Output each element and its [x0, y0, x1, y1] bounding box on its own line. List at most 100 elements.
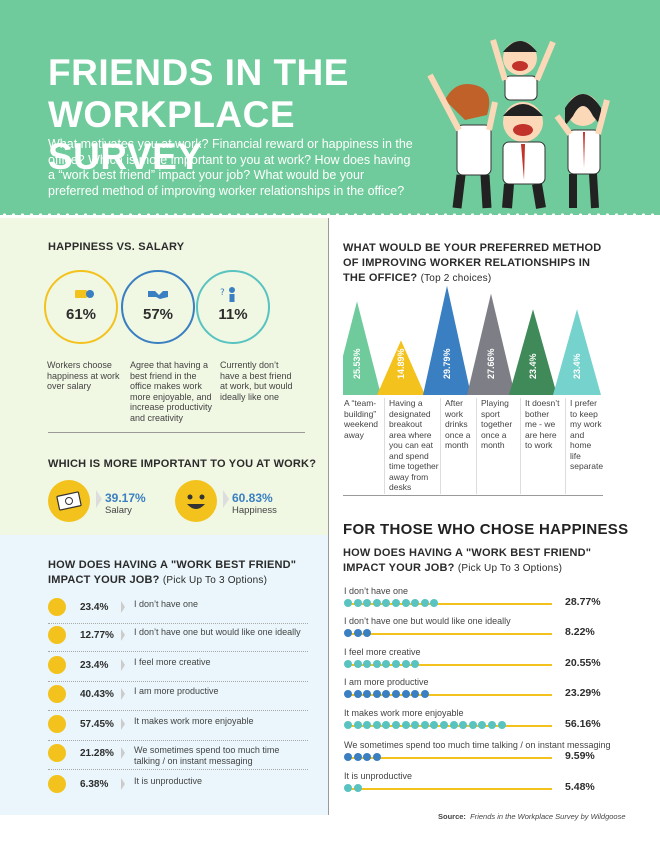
happiness-row-line — [346, 694, 552, 696]
mountain-value-label: 23.4% — [572, 353, 582, 379]
row-arrow-icon — [121, 778, 125, 790]
happiness-row-label: We sometimes spend too much time talking… — [344, 740, 611, 750]
happiness-circle — [44, 270, 118, 344]
dot-marker — [401, 690, 410, 698]
money-coins-icon — [75, 290, 94, 298]
dot-marker — [411, 721, 420, 729]
dot-marker — [392, 721, 400, 729]
happiness-row-label: I don’t have one — [344, 586, 409, 596]
happiness-row-value: 5.48% — [565, 781, 595, 793]
dot-marker — [353, 599, 362, 607]
happiness-row: It is unproductive 5.48% — [344, 771, 624, 801]
mountain-peak — [553, 309, 601, 395]
no-friend-percent: 11% — [218, 306, 248, 323]
happiness-row: I don’t have one but would like one idea… — [344, 616, 624, 646]
happiness-row: It makes work more enjoyable 56.16% — [344, 708, 624, 738]
dot-marker — [353, 753, 362, 761]
handshake-icon — [148, 291, 168, 299]
no-friend-caption: Currently don’t have a best friend at wo… — [220, 360, 293, 402]
improve-method-chart: 25.53% 14.89% 29.79% 27.66% 23.4% 23.4% — [343, 285, 601, 395]
dot-marker — [353, 690, 362, 698]
source-note: Source: Friends in the Workplace Survey … — [438, 812, 626, 821]
dot-marker — [401, 721, 410, 729]
dot-marker — [382, 690, 391, 698]
dot-marker — [401, 599, 410, 607]
best-friend-row: 57.45% It makes work more enjoyable — [48, 713, 308, 741]
header-banner — [0, 0, 660, 215]
dot-marker — [353, 784, 362, 792]
mountain-label: Playing sport together once a month — [481, 398, 513, 450]
chat-icon — [48, 744, 66, 762]
dot-marker — [440, 721, 448, 729]
row-arrow-icon — [121, 601, 125, 613]
question-person-icon: ? — [220, 287, 235, 302]
man-middle-figure — [502, 102, 546, 209]
dot-marker — [363, 753, 372, 761]
svg-text:?: ? — [220, 288, 225, 298]
dot-marker — [344, 660, 352, 668]
salary-label: Salary — [105, 505, 132, 516]
row-arrow-icon — [121, 659, 125, 671]
mountain-label: A “team-building” weekend away — [344, 398, 379, 440]
happiness-row-line — [346, 633, 552, 635]
row-arrow-icon — [121, 688, 125, 700]
gear-head-icon — [48, 685, 66, 703]
row-percent: 40.43% — [80, 689, 114, 700]
label-separator — [520, 398, 521, 494]
happiness-row-label: I don’t have one but would like one idea… — [344, 616, 511, 626]
happiness-row-label: I am more productive — [344, 677, 429, 687]
cash-icon — [48, 480, 90, 522]
row-divider — [48, 651, 308, 652]
mountain-value-label: 25.53% — [352, 348, 362, 379]
label-separator — [384, 398, 385, 494]
row-text: It makes work more enjoyable — [134, 716, 254, 726]
lightbulb-icon — [48, 656, 66, 674]
happiness-row: I feel more creative 20.55% — [344, 647, 624, 677]
dot-marker — [344, 629, 352, 637]
dot-marker — [353, 660, 362, 668]
dot-marker — [372, 660, 381, 668]
row-text: We sometimes spend too much time talking… — [134, 745, 280, 766]
mountain-value-label: 27.66% — [486, 348, 496, 379]
happiness-caption: Workers choose happiness at work over sa… — [47, 360, 120, 391]
dot-marker — [488, 721, 496, 729]
best-friend-row: 40.43% I am more productive — [48, 683, 308, 711]
happiness-row-value: 20.55% — [565, 657, 601, 669]
row-text: I don’t have one — [134, 599, 199, 609]
mountain-peak — [423, 285, 471, 395]
mountain-value-label: 23.4% — [528, 353, 538, 379]
happiness-choosers-heading: HOW DOES HAVING A "WORK BEST FRIEND" IMP… — [343, 547, 592, 574]
section-divider-right — [343, 495, 603, 496]
happiness-row-label: It is unproductive — [344, 771, 413, 781]
row-text: I feel more creative — [134, 657, 211, 667]
dot-marker — [478, 721, 487, 729]
cheering-people-illustration — [427, 39, 610, 209]
dot-marker — [372, 753, 381, 761]
dot-marker — [372, 721, 381, 729]
dot-marker — [392, 660, 400, 668]
mountain-peak — [377, 340, 425, 395]
dot-marker — [459, 721, 468, 729]
dot-marker — [392, 690, 400, 698]
dot-marker — [420, 599, 429, 607]
mountain-value-label: 14.89% — [396, 348, 406, 379]
page-title: FRIENDS IN THE WORKPLACE SURVEY — [48, 52, 349, 177]
dotted-divider — [0, 212, 660, 218]
row-text: I am more productive — [134, 686, 219, 696]
dot-marker — [401, 660, 410, 668]
happiness-row-label: I feel more creative — [344, 647, 421, 657]
happiness-row-value: 23.29% — [565, 687, 601, 699]
importance-heading: WHICH IS MORE IMPORTANT TO YOU AT WORK? — [48, 458, 317, 470]
happiness-row-value: 8.22% — [565, 626, 595, 638]
dot-marker — [430, 721, 439, 729]
happiness-row: We sometimes spend too much time talking… — [344, 740, 624, 770]
row-divider — [48, 740, 308, 741]
row-percent: 23.4% — [80, 602, 109, 613]
dot-marker — [420, 721, 429, 729]
row-percent: 23.4% — [80, 660, 109, 671]
dot-marker — [344, 753, 352, 761]
happiness-row: I am more productive 23.29% — [344, 677, 624, 707]
section-divider — [48, 432, 305, 433]
happiness-row-line — [346, 788, 552, 790]
woman-left-figure — [427, 73, 498, 209]
